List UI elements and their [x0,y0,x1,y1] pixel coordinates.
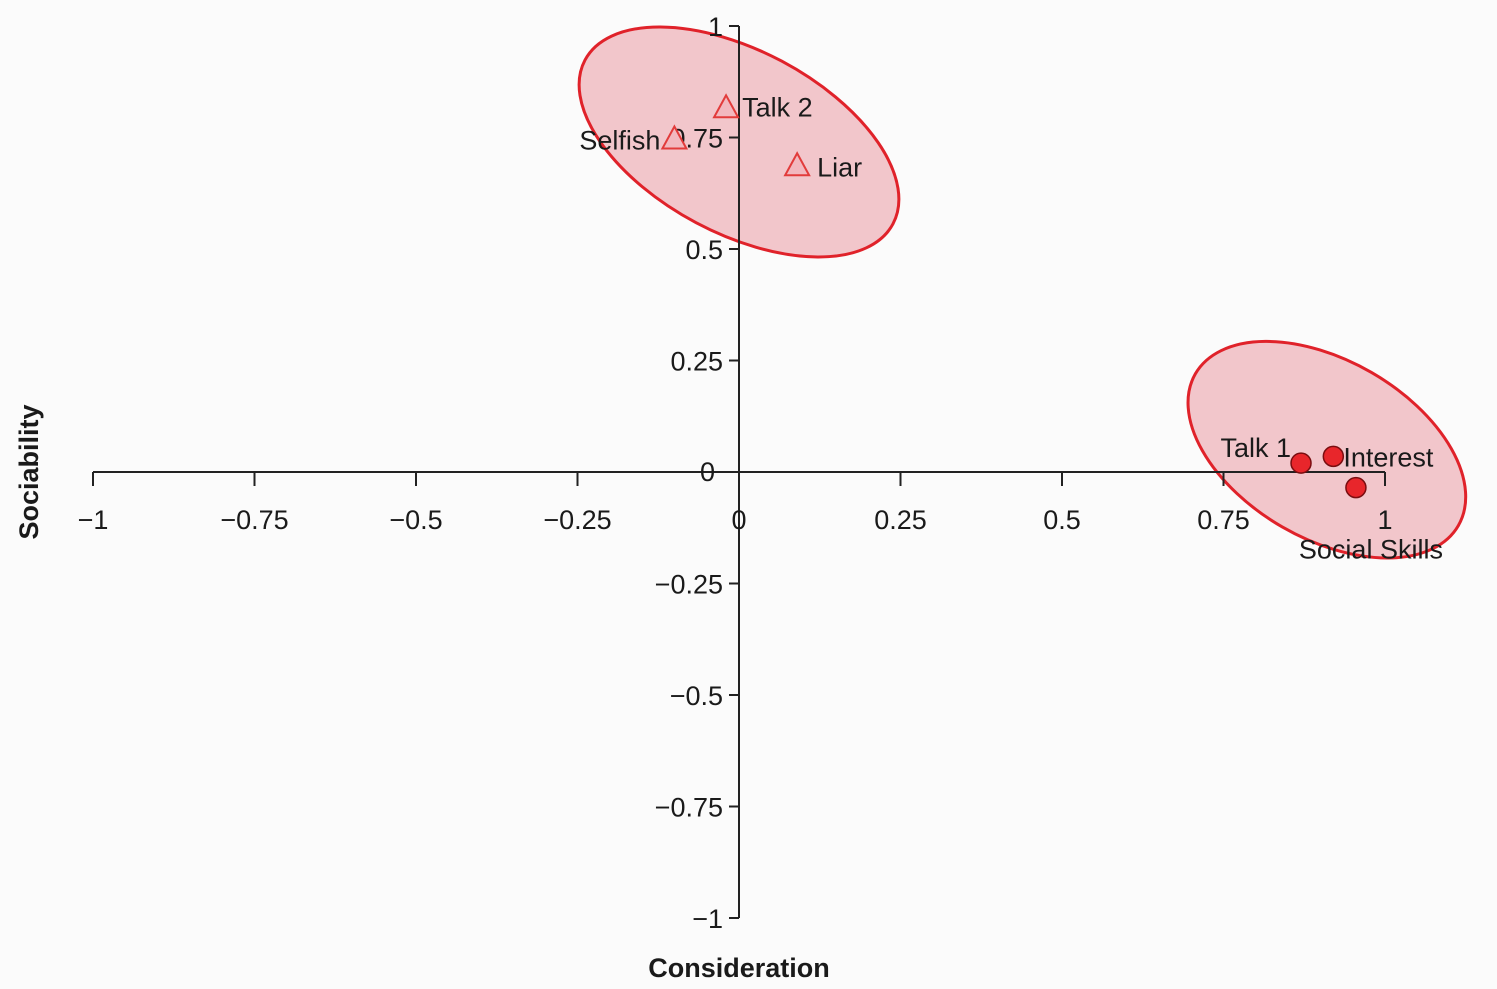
point-talk-2-marker [712,93,740,119]
y-tick-label: 0.5 [685,235,723,265]
point-talk-1-label: Talk 1 [1220,433,1291,463]
x-tick-label: 0.5 [1043,505,1081,535]
x-tick-label: 0.75 [1197,505,1250,535]
x-axis-title: Consideration [648,953,830,983]
axis-titles: Consideration Sociability [14,404,830,983]
cluster-ellipses [577,25,1468,560]
point-interest-marker [1322,445,1345,468]
point-interest-label: Interest [1343,442,1434,472]
y-tick-label: −1 [692,904,723,934]
y-tick-label: −0.25 [655,570,723,600]
y-tick-label: 1 [708,12,723,42]
data-points: Talk 2 Selfish Liar Talk 1 Interest Social Sk… [579,92,1443,564]
x-tick-label: 0 [731,505,746,535]
y-tick-label: −0.5 [670,681,723,711]
point-selfish-label: Selfish [579,126,660,156]
point-liar-marker [783,151,811,177]
x-tick-label: −0.25 [543,505,611,535]
point-social-skills-label: Social Skills [1299,535,1443,565]
x-tick-label: −0.75 [220,505,288,535]
y-tick-label: −0.75 [655,793,723,823]
y-axis-title: Sociability [14,404,44,539]
y-tick-label: 0.25 [670,347,723,377]
point-social-skills-marker [1345,476,1367,499]
point-talk-2-label: Talk 2 [742,92,813,122]
x-tick-label: −0.5 [389,505,442,535]
tick-labels: −1 −0.75 −0.5 −0.25 0 0.25 0.5 0.75 110.750.50.2… [78,12,1393,934]
x-tick-label: 0.25 [874,505,927,535]
point-selfish-marker [660,124,689,150]
x-tick-label: 1 [1377,505,1392,535]
point-talk-1-marker [1290,452,1312,474]
point-liar-label: Liar [817,152,862,182]
y-tick-label: 0 [700,457,715,487]
axes [92,25,1386,919]
x-tick-label: −1 [78,505,109,535]
